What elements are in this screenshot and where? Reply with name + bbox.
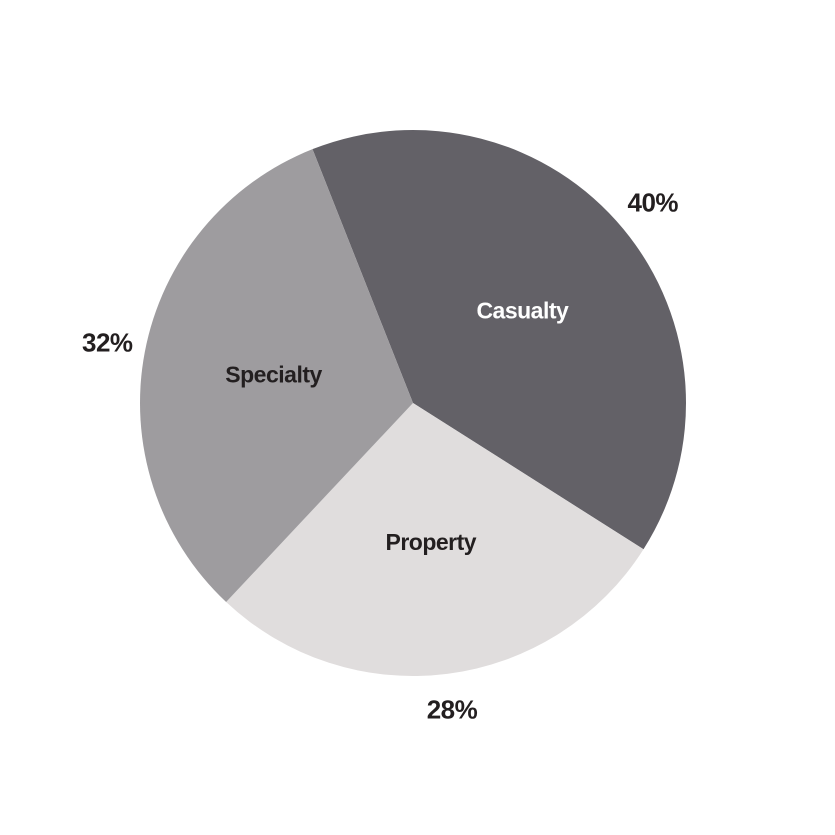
pie-slice <box>226 403 644 676</box>
pie-slice <box>312 130 686 550</box>
value-label: 28% <box>427 695 478 725</box>
slice-label: Casualty <box>476 298 569 324</box>
slice-label: Property <box>385 529 476 555</box>
value-label: 40% <box>628 187 679 217</box>
pie-slice <box>139 149 414 603</box>
value-label: 32% <box>82 328 133 358</box>
slice-label: Specialty <box>225 361 322 387</box>
